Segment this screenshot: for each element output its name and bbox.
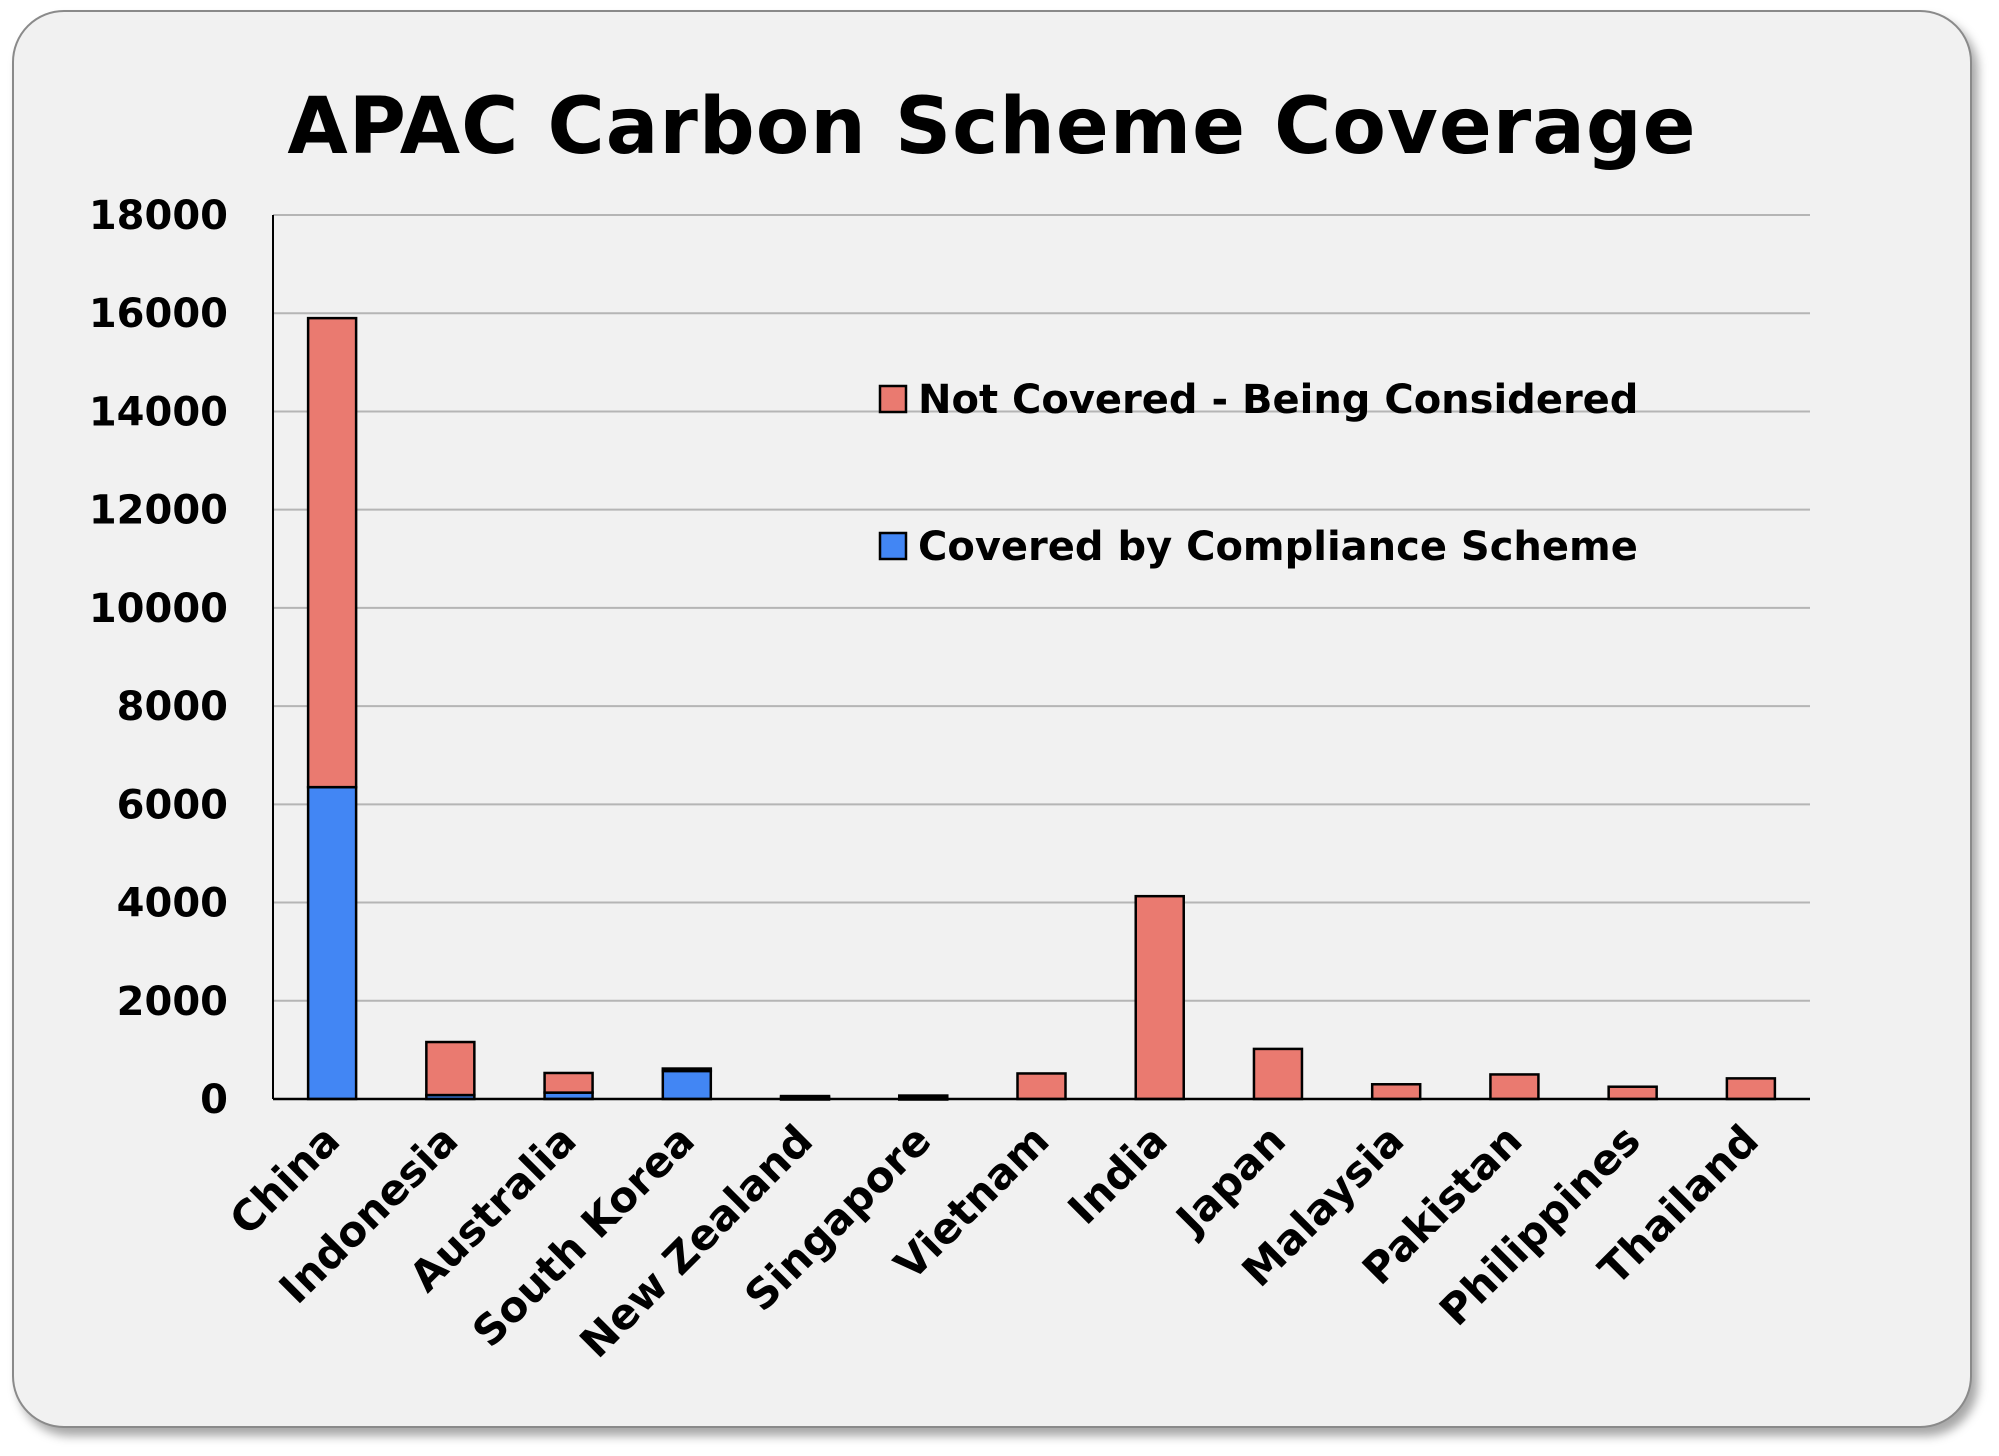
y-tick-label: 6000 — [117, 782, 228, 828]
legend-label: Covered by Compliance Scheme — [918, 524, 1638, 570]
bar-segment-not-covered — [1370, 1083, 1422, 1101]
bar-segment-covered — [306, 785, 358, 1101]
bar-segment-not-covered — [898, 1094, 949, 1099]
legend: Not Covered - Being Considered Covered by… — [878, 377, 1638, 570]
y-tick-label: 14000 — [89, 389, 228, 435]
bar-segment-not-covered — [1016, 1072, 1067, 1101]
y-tick-label: 10000 — [89, 586, 228, 632]
axes — [272, 215, 1810, 1101]
legend-swatch — [878, 531, 908, 561]
bar-segment-not-covered — [1607, 1085, 1658, 1101]
bar-segment-not-covered — [543, 1071, 594, 1094]
y-tick-label: 4000 — [117, 881, 228, 927]
gridlines — [273, 214, 1810, 1002]
legend-swatch — [878, 384, 908, 414]
y-tick-label: 2000 — [117, 979, 228, 1025]
y-tick-label: 8000 — [117, 684, 228, 730]
y-tick-label: 0 — [200, 1077, 228, 1123]
x-category-label: India — [1058, 1115, 1176, 1233]
y-tick-label: 16000 — [89, 291, 228, 337]
bar-segment-covered — [661, 1069, 713, 1101]
bar-segment-not-covered — [1725, 1077, 1777, 1101]
bar-segment-not-covered — [661, 1067, 713, 1073]
bars — [306, 316, 1777, 1101]
bar-segment-not-covered — [1252, 1047, 1304, 1101]
bar-segment-not-covered — [306, 316, 358, 789]
y-tick-labels: 0 2000 4000 6000 8000 10000 12000 14000 16000 180… — [89, 193, 228, 1123]
y-tick-label: 18000 — [89, 193, 228, 239]
bar-segment-not-covered — [1489, 1073, 1540, 1101]
y-tick-label: 12000 — [89, 488, 228, 534]
chart-title: APAC Carbon Scheme Coverage — [287, 82, 1697, 172]
legend-label: Not Covered - Being Considered — [918, 377, 1638, 423]
bar-segment-not-covered — [425, 1040, 476, 1097]
bar-segment-not-covered — [1134, 894, 1185, 1101]
